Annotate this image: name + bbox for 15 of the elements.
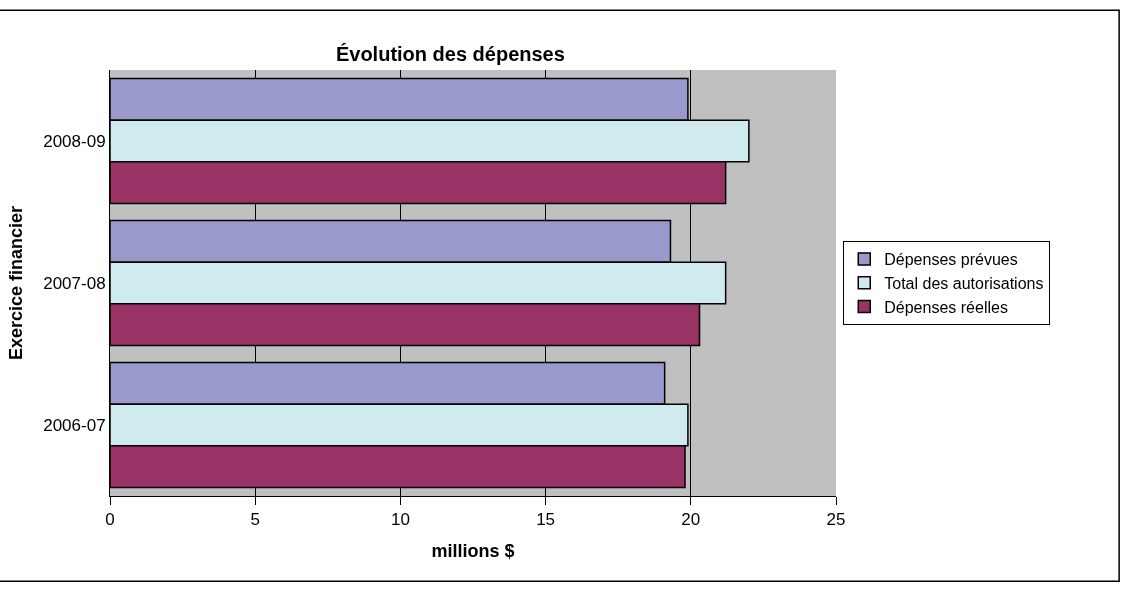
legend-label: Total des autorisations — [884, 274, 1044, 292]
x-tick-label: 0 — [105, 510, 115, 530]
x-axis-title: millions $ — [431, 540, 515, 561]
x-tick-label: 5 — [250, 510, 260, 530]
y-tick-label: 2008-09 — [43, 131, 106, 151]
x-tick-label: 20 — [681, 510, 701, 530]
y-tick-label: 2006-07 — [43, 415, 106, 435]
legend-label: Dépenses prévues — [884, 251, 1018, 269]
legend-label: Dépenses réelles — [884, 298, 1008, 316]
x-tick-label: 25 — [826, 510, 846, 530]
y-axis-title: Exercice financier — [6, 205, 27, 361]
chart-title: Évolution des dépenses — [335, 43, 565, 66]
y-tick-label: 2007-08 — [43, 273, 106, 293]
x-tick-label: 15 — [536, 510, 556, 530]
x-tick-label: 10 — [390, 510, 410, 530]
